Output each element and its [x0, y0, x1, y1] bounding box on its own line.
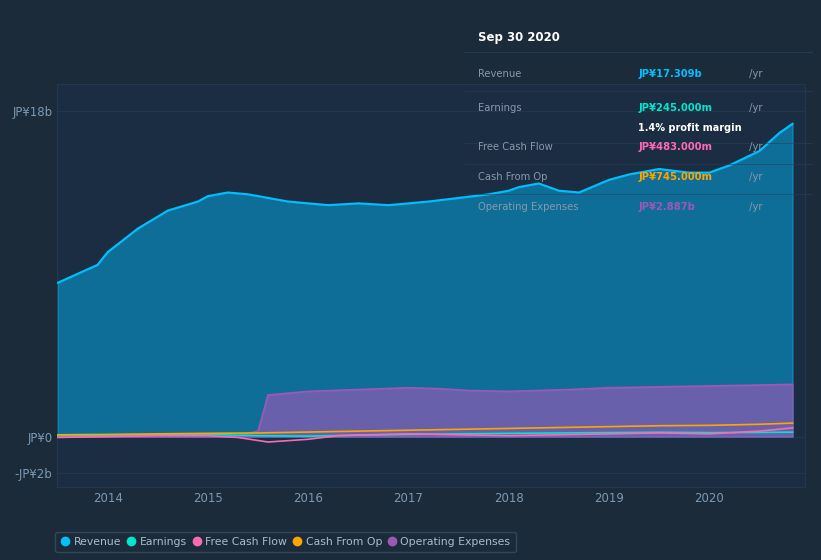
Text: JP¥17.309b: JP¥17.309b	[639, 69, 702, 79]
Text: /yr: /yr	[746, 69, 763, 79]
Text: Sep 30 2020: Sep 30 2020	[478, 31, 560, 44]
Text: Revenue: Revenue	[478, 69, 521, 79]
Text: 1.4% profit margin: 1.4% profit margin	[639, 123, 742, 133]
Text: /yr: /yr	[746, 142, 763, 152]
Text: Cash From Op: Cash From Op	[478, 172, 548, 182]
Text: Earnings: Earnings	[478, 103, 521, 113]
Text: /yr: /yr	[746, 172, 763, 182]
Text: /yr: /yr	[746, 103, 763, 113]
Text: JP¥245.000m: JP¥245.000m	[639, 103, 713, 113]
Text: Free Cash Flow: Free Cash Flow	[478, 142, 553, 152]
Legend: Revenue, Earnings, Free Cash Flow, Cash From Op, Operating Expenses: Revenue, Earnings, Free Cash Flow, Cash …	[55, 531, 516, 552]
Text: Operating Expenses: Operating Expenses	[478, 202, 578, 212]
Text: JP¥2.887b: JP¥2.887b	[639, 202, 695, 212]
Text: JP¥483.000m: JP¥483.000m	[639, 142, 713, 152]
Text: /yr: /yr	[746, 202, 763, 212]
Text: JP¥745.000m: JP¥745.000m	[639, 172, 713, 182]
